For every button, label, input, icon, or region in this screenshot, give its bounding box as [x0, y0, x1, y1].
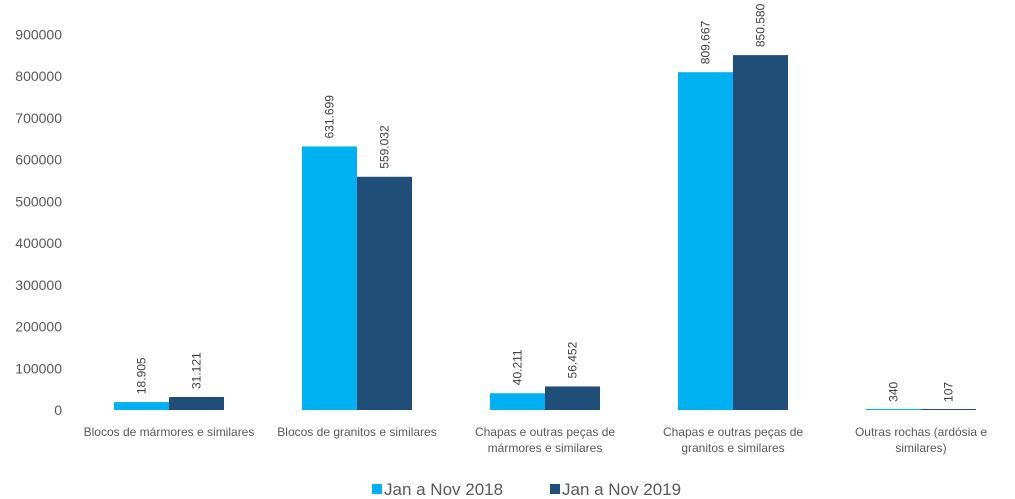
bar-2019: [545, 386, 600, 410]
x-axis-categories: Blocos de mármores e similares Blocos de …: [84, 425, 988, 455]
category-label: Chapas e outras peças de: [475, 425, 615, 439]
y-tick-label: 0: [54, 402, 62, 418]
data-label: 107: [942, 382, 956, 402]
y-tick-label: 200000: [15, 319, 62, 335]
data-label: 631.699: [323, 95, 337, 139]
legend-label: Jan a Nov 2018: [384, 480, 503, 499]
data-label: 56.452: [566, 341, 580, 378]
y-tick-label: 600000: [15, 152, 62, 168]
bar-2018: [490, 393, 545, 410]
y-tick-label: 500000: [15, 193, 62, 209]
legend-swatch: [372, 484, 382, 494]
legend-label: Jan a Nov 2019: [562, 480, 681, 499]
category-label: Outras rochas (ardósia e: [855, 425, 987, 439]
bar-2018: [302, 146, 357, 410]
category-label: Blocos de granitos e similares: [277, 425, 436, 439]
bars: [114, 55, 976, 411]
data-label: 340: [887, 382, 901, 402]
bar-2018: [678, 72, 733, 410]
category-label: mármores e similares: [488, 441, 603, 455]
bar-2018: [114, 402, 169, 410]
data-labels: 18.905 31.121 631.699 559.032 40.211 56.452 80…: [135, 3, 956, 402]
data-label: 850.580: [754, 3, 768, 47]
y-axis: 0 100000 200000 300000 400000 500000 600000 700…: [15, 27, 62, 419]
bar-2019: [921, 409, 976, 410]
data-label: 40.211: [511, 349, 525, 385]
legend-swatch: [550, 484, 560, 494]
data-label: 809.667: [699, 20, 713, 64]
y-tick-label: 100000: [15, 360, 62, 376]
bar-2019: [733, 55, 788, 411]
bar-2018: [866, 409, 921, 410]
y-tick-label: 800000: [15, 68, 62, 84]
data-label: 31.121: [190, 352, 204, 389]
category-label: similares): [895, 441, 946, 455]
category-label: granitos e similares: [681, 441, 784, 455]
bar-2019: [169, 397, 224, 410]
category-label: Chapas e outras peças de: [663, 425, 803, 439]
y-tick-label: 400000: [15, 235, 62, 251]
data-label: 18.905: [135, 357, 149, 394]
y-tick-label: 700000: [15, 110, 62, 126]
category-label: Blocos de mármores e similares: [84, 425, 255, 439]
y-tick-label: 900000: [15, 27, 62, 43]
data-label: 559.032: [378, 125, 392, 169]
legend: Jan a Nov 2018 Jan a Nov 2019: [372, 480, 681, 499]
y-tick-label: 300000: [15, 277, 62, 293]
bar-2019: [357, 176, 412, 410]
